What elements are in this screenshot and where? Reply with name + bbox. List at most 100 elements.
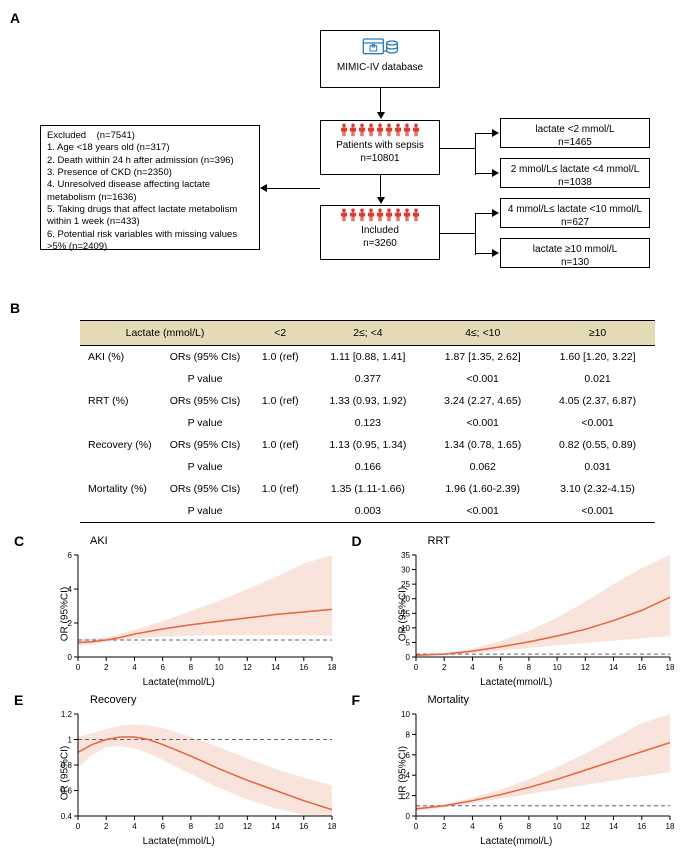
table-cell [250,500,310,523]
svg-text:10: 10 [401,710,410,719]
table-cell [80,500,160,523]
table-cell: 1.35 (1.11-1.66) [310,478,425,500]
table-row: P value0.003<0.001<0.001 [80,500,655,523]
table-cell: 1.13 (0.95, 1.34) [310,434,425,456]
table-row: AKI (%)ORs (95% CIs)1.0 (ref)1.11 [0.88,… [80,346,655,369]
table-cell [80,368,160,390]
svg-text:18: 18 [665,822,674,831]
svg-text:2: 2 [441,663,446,672]
svg-text:0.8: 0.8 [61,761,73,770]
svg-text:1: 1 [68,736,73,745]
svg-text:6: 6 [498,663,503,672]
svg-text:4: 4 [470,822,475,831]
group2-n: n=1038 [507,176,643,189]
group1-n: n=1465 [507,136,643,149]
stats-table-wrap: Lactate (mmol/L)<22≤; <44≤; <10≥10 AKI (… [80,320,655,523]
table-cell: 3.10 (2.32-4.15) [540,478,655,500]
arrow [475,133,493,134]
excluded-box: Excluded (n=7541) 1. Age <18 years old (… [40,125,260,250]
table-cell: 0.377 [310,368,425,390]
svg-text:8: 8 [189,822,194,831]
svg-text:10: 10 [552,822,561,831]
arrow-head [377,112,385,119]
group3-n: n=627 [507,216,643,229]
svg-text:30: 30 [401,566,410,575]
svg-text:20: 20 [401,595,410,604]
table-cell: 0.003 [310,500,425,523]
svg-text:10: 10 [401,624,410,633]
chart-f-title: Mortality [428,694,676,706]
svg-text:15: 15 [401,609,410,618]
col-header: 2≤; <4 [310,321,425,346]
arrow-head [492,249,499,257]
table-cell: 3.24 (2.27, 4.65) [425,390,540,412]
col-header: 4≤; <10 [425,321,540,346]
arrow [475,213,476,255]
table-cell: 0.166 [310,456,425,478]
excluded-item: 2. Death within 24 h after admission (n=… [47,155,253,167]
svg-text:18: 18 [328,663,337,672]
svg-text:2: 2 [104,822,109,831]
panel-e: E Recovery OR (95%CI) 0246810121416180.4… [20,694,338,847]
group-box-1: lactate <2 mmol/L n=1465 [500,118,650,148]
table-cell: 1.11 [0.88, 1.41] [310,346,425,369]
svg-text:16: 16 [637,822,646,831]
svg-text:4: 4 [68,585,73,594]
sepsis-box: Patients with sepsis n=10801 [320,120,440,175]
svg-text:12: 12 [580,663,589,672]
svg-text:6: 6 [68,551,73,560]
table-cell: 0.031 [540,456,655,478]
stats-table: Lactate (mmol/L)<22≤; <44≤; <10≥10 AKI (… [80,320,655,523]
group-box-3: 4 mmol/L≤ lactate <10 mmol/L n=627 [500,198,650,228]
svg-text:16: 16 [299,663,308,672]
arrow-head [492,209,499,217]
arrow [267,188,320,189]
svg-text:0: 0 [405,653,410,662]
table-cell: 0.062 [425,456,540,478]
table-cell: AKI (%) [80,346,160,369]
svg-text:14: 14 [271,663,280,672]
excluded-item: 4. Unresolved disease affecting lactate … [47,179,253,204]
table-cell: <0.001 [540,412,655,434]
table-cell: 1.0 (ref) [250,390,310,412]
svg-text:14: 14 [271,822,280,831]
table-row: Recovery (%)ORs (95% CIs)1.0 (ref)1.13 (… [80,434,655,456]
table-cell [250,412,310,434]
svg-text:4: 4 [405,771,410,780]
svg-text:8: 8 [526,663,531,672]
svg-text:25: 25 [401,580,410,589]
svg-text:0: 0 [68,653,73,662]
flowchart: MIMIC-IV database Patients with sepsis n… [30,30,675,290]
excluded-item: 3. Presence of CKD (n=2350) [47,167,253,179]
col-header: Lactate (mmol/L) [80,321,250,346]
svg-text:2: 2 [104,663,109,672]
table-cell: 0.82 (0.55, 0.89) [540,434,655,456]
arrow [475,213,493,214]
svg-text:8: 8 [526,822,531,831]
table-cell: 0.123 [310,412,425,434]
svg-text:16: 16 [299,822,308,831]
table-cell: 1.33 (0.93, 1.92) [310,390,425,412]
panel-a: A MIMIC-IV database Patients with [10,10,675,290]
group4-label: lactate ≥10 mmol/L [507,243,643,256]
panel-e-label: E [14,692,23,708]
svg-text:0: 0 [413,822,418,831]
col-header: ≥10 [540,321,655,346]
svg-text:6: 6 [405,751,410,760]
svg-text:2: 2 [68,619,73,628]
table-cell: <0.001 [540,500,655,523]
table-cell: ORs (95% CIs) [160,434,250,456]
table-row: P value0.377<0.0010.021 [80,368,655,390]
svg-text:6: 6 [160,663,165,672]
svg-text:10: 10 [215,822,224,831]
table-cell: Recovery (%) [80,434,160,456]
table-cell: ORs (95% CIs) [160,346,250,369]
panel-b-label: B [10,300,675,316]
chart-d: OR (95%CI) 02468101214161805101520253035 [378,549,676,679]
svg-text:0: 0 [76,663,81,672]
svg-text:0.4: 0.4 [61,812,73,821]
table-cell: Mortality (%) [80,478,160,500]
table-cell [80,456,160,478]
table-row: RRT (%)ORs (95% CIs)1.0 (ref)1.33 (0.93,… [80,390,655,412]
table-cell: 1.0 (ref) [250,346,310,369]
